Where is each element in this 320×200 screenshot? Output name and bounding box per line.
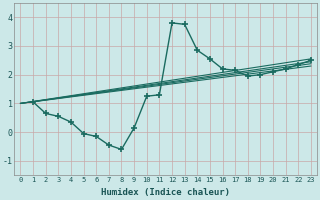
X-axis label: Humidex (Indice chaleur): Humidex (Indice chaleur) [101, 188, 230, 197]
